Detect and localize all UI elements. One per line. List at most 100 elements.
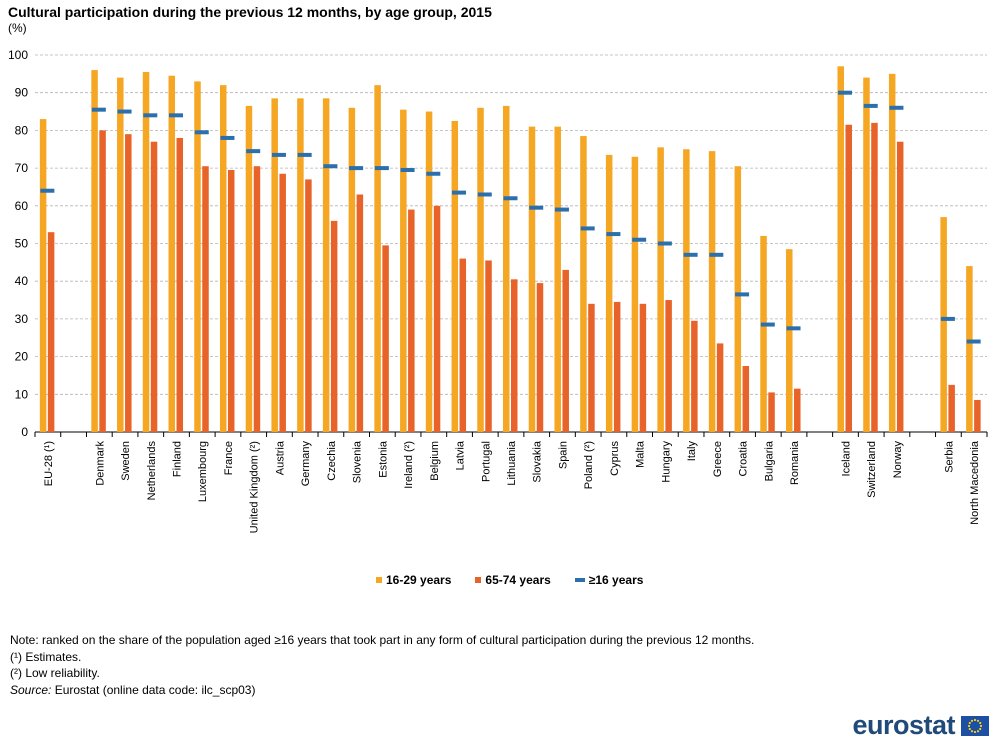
y-unit-label: (%) [8, 21, 27, 35]
bar-65-74 [150, 141, 158, 432]
bar-16-29 [194, 81, 201, 432]
marker-16-plus [786, 326, 801, 331]
legend-item-16-29: 16-29 years [376, 573, 451, 587]
x-tick-label: Croatia [738, 440, 750, 476]
legend-label-16-29: 16-29 years [386, 573, 452, 587]
y-tick-label: 70 [15, 161, 29, 175]
eu-flag-icon [961, 715, 989, 736]
note-low-reliability: (²) Low reliability. [10, 666, 100, 680]
bar-16-29 [580, 136, 587, 432]
marker-16-plus [169, 113, 184, 118]
legend-swatch-65-74 [475, 577, 482, 583]
bar-16-29 [631, 156, 639, 433]
x-tick-label: Slovenia [352, 440, 364, 483]
bar-65-74 [948, 384, 955, 432]
bar-16-29 [528, 126, 536, 432]
bar-65-74 [716, 343, 724, 432]
marker-16-plus [194, 130, 209, 135]
x-tick-label: EU-28 (¹) [43, 441, 55, 486]
note-estimates: (¹) Estimates. [10, 649, 82, 664]
bar-16-29 [863, 77, 870, 433]
x-tick-label: Iceland [840, 441, 852, 476]
marker-16-plus [966, 339, 981, 344]
bar-16-29 [966, 266, 973, 432]
x-tick-label: Sweden [120, 441, 132, 481]
bar-65-74 [305, 179, 312, 432]
y-tick-label: 20 [15, 350, 29, 364]
bar-16-29 [271, 98, 278, 432]
legend-label-65-74: 65-74 years [485, 573, 551, 587]
bar-65-74 [279, 173, 286, 432]
y-tick-label: 40 [15, 274, 29, 288]
legend-label-16-plus: ≥16 years [588, 573, 644, 587]
notes: Note: ranked on the share of the populat… [10, 632, 754, 698]
marker-16-plus [606, 232, 621, 237]
marker-16-plus [657, 241, 672, 246]
bar-65-74 [227, 169, 235, 433]
bar-16-29 [477, 107, 484, 432]
bar-65-74 [768, 392, 775, 432]
marker-16-plus [400, 167, 415, 172]
x-tick-label: Lithuania [506, 440, 518, 486]
bar-16-29 [348, 107, 356, 432]
bar-65-74 [330, 220, 338, 432]
legend: 16-29 years 65-74 years ≥16 years [376, 573, 643, 587]
marker-16-plus [554, 207, 569, 212]
marker-16-plus [40, 188, 55, 193]
marker-16-plus [632, 237, 647, 242]
bar-65-74 [896, 141, 904, 432]
bar-16-29 [245, 105, 253, 433]
bar-65-74 [459, 258, 467, 432]
x-tick-label: Austria [274, 440, 286, 475]
bar-65-74 [382, 245, 389, 432]
marker-16-plus [374, 166, 389, 171]
marker-16-plus [426, 171, 441, 176]
bar-65-74 [202, 166, 209, 432]
marker-16-plus [529, 205, 544, 210]
bar-16-29 [400, 109, 407, 432]
bar-65-74 [974, 399, 981, 432]
bar-65-74 [125, 134, 132, 433]
x-tick-label: Ireland (²) [403, 441, 415, 489]
bar-65-74 [511, 279, 518, 432]
bar-65-74 [47, 232, 55, 432]
x-tick-label: Spain [557, 441, 569, 469]
bar-16-29 [451, 120, 459, 432]
x-tick-label: Denmark [94, 441, 106, 486]
marker-16-plus [297, 152, 312, 157]
marker-16-plus [91, 107, 106, 112]
marker-16-plus [477, 192, 492, 197]
x-tick-label: Romania [789, 440, 801, 485]
bar-16-29 [554, 126, 561, 432]
x-tick-label: Czechia [326, 440, 338, 481]
bar-16-29 [734, 166, 742, 432]
x-tick-label: Hungary [660, 441, 672, 483]
marker-16-plus [349, 166, 364, 171]
note-ranking: Note: ranked on the share of the populat… [10, 633, 755, 647]
bar-16-29 [425, 111, 433, 433]
x-tick-label: Norway [892, 441, 904, 479]
bar-65-74 [356, 194, 364, 432]
bar-16-29 [888, 73, 896, 432]
legend-swatch-16-29 [376, 577, 382, 583]
marker-16-plus [683, 252, 698, 257]
bar-16-29 [708, 151, 716, 432]
x-tick-label: Greece [712, 441, 724, 477]
x-tick-label: Luxembourg [197, 441, 209, 502]
bar-65-74 [588, 303, 595, 432]
bar-65-74 [253, 166, 261, 432]
marker-16-plus [735, 292, 750, 297]
bar-65-74 [742, 366, 750, 432]
y-tick-label: 90 [15, 86, 29, 100]
bar-16-29 [683, 149, 690, 432]
bar-65-74 [691, 320, 698, 432]
bar-16-29 [605, 154, 613, 432]
bar-16-29 [322, 98, 330, 432]
x-tick-label: Serbia [943, 440, 955, 473]
bar-16-29 [374, 85, 381, 432]
bar-16-29 [786, 249, 793, 432]
marker-16-plus [837, 90, 852, 95]
bar-65-74 [562, 269, 569, 432]
chart-title: Cultural participation during the previo… [8, 4, 492, 20]
y-tick-label: 30 [15, 312, 29, 326]
